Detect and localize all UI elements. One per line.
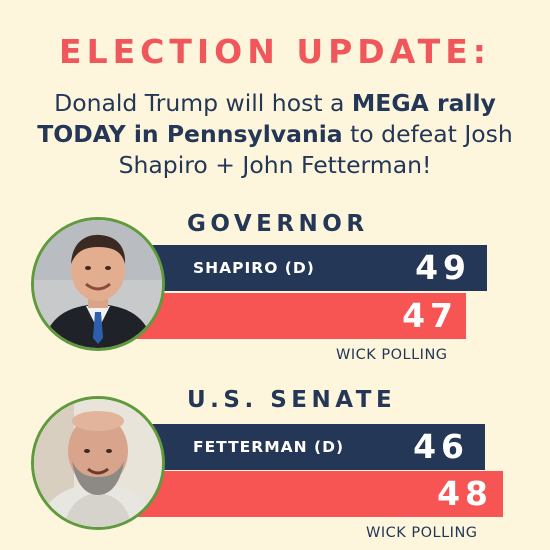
governor-rep-value: 47 [402, 296, 458, 335]
senate-source: WICK POLLING [366, 525, 478, 541]
governor-dem-label: SHAPIRO (D) [193, 259, 315, 277]
subline-part2: to defeat Josh Shapiro + John Fetterman! [118, 120, 513, 179]
fetterman-portrait [31, 396, 165, 530]
subline-part1: Donald Trump will host a [54, 89, 352, 117]
governor-source: WICK POLLING [336, 347, 448, 363]
senate-dem-value: 46 [413, 427, 469, 466]
shapiro-portrait [31, 217, 165, 351]
headline: ELECTION UPDATE: [59, 32, 491, 71]
senate-dem-bar: FETTERMAN (D) 46 [130, 424, 485, 470]
governor-dem-bar: SHAPIRO (D) 49 [130, 245, 487, 291]
subline-strong: MEGA rally TODAY in Pennsylvania [37, 89, 496, 148]
governor-title: GOVERNOR [187, 211, 369, 237]
senate-rep-value: 48 [437, 474, 493, 513]
senate-rep-bar: 48 [130, 471, 503, 517]
senate-title: U.S. SENATE [187, 387, 397, 413]
subline: Donald Trump will host a MEGA rally TODA… [10, 88, 540, 181]
governor-dem-value: 49 [415, 248, 471, 287]
senate-dem-label: FETTERMAN (D) [193, 438, 345, 456]
governor-rep-bar: 47 [130, 293, 466, 339]
